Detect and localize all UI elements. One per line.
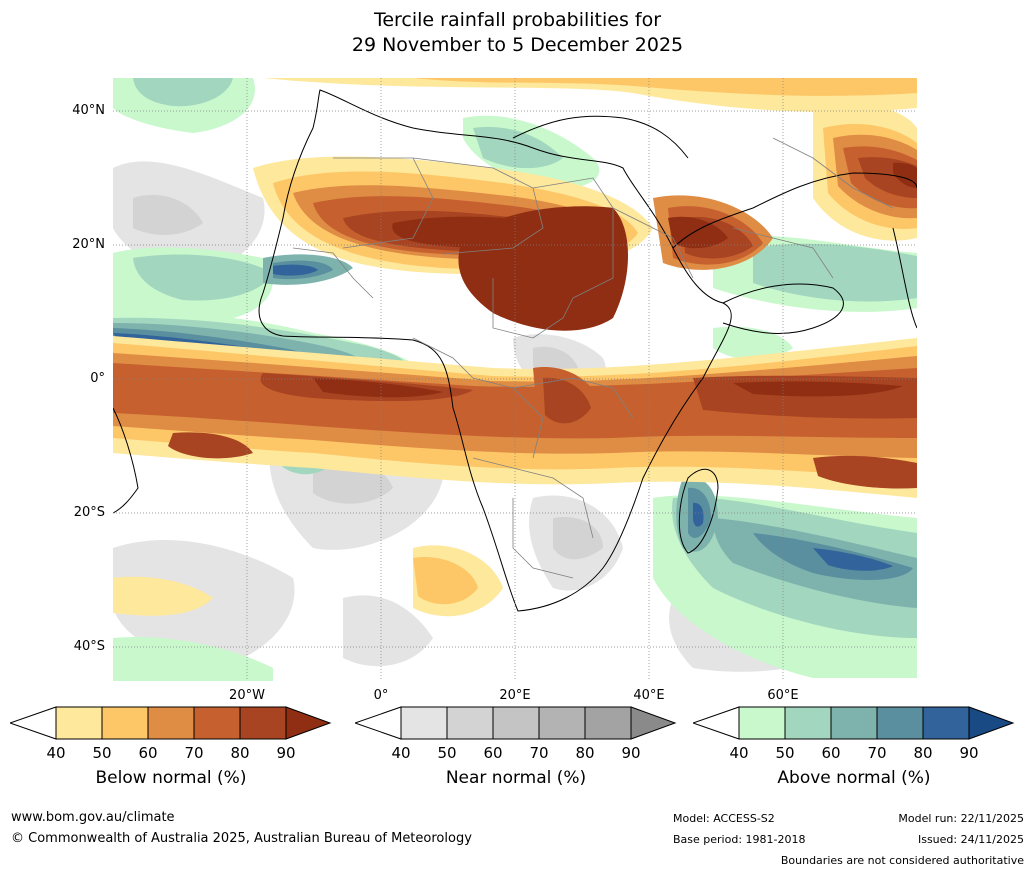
colorbar-near-segment-70 — [492, 706, 540, 740]
colorbar-above-segment-50 — [738, 706, 786, 740]
colorbar-below-lower-arrow — [10, 706, 57, 740]
footer-issued: Issued: 24/11/2025 — [917, 833, 1024, 846]
colorbar-above-segment-90 — [922, 706, 970, 740]
footer-model: Model: ACCESS-S2 — [673, 812, 775, 825]
tick: 50 — [775, 744, 795, 762]
lat-label-20n: 20°N — [72, 237, 105, 252]
colorbar-below-segment-60 — [101, 706, 149, 740]
tick: 80 — [230, 744, 250, 762]
footer-model-run: Model run: 22/11/2025 — [898, 812, 1024, 825]
colorbar-above-upper-arrow — [968, 706, 1015, 740]
tick: 90 — [621, 744, 641, 762]
below-normal-extreme — [313, 162, 917, 398]
colorbar-above-lower-arrow — [693, 706, 740, 740]
colorbar-below-upper-arrow — [285, 706, 332, 740]
tick: 80 — [575, 744, 595, 762]
rainfall-probability-map — [113, 78, 917, 681]
title-line-1: Tercile rainfall probabilities for — [373, 9, 662, 31]
tick: 50 — [92, 744, 112, 762]
footer-disclaimer: Boundaries are not considered authoritat… — [780, 854, 1024, 867]
colorbar-below-segment-70 — [147, 706, 195, 740]
lat-label-0: 0° — [90, 371, 105, 386]
coastlines — [113, 89, 917, 612]
title-line-2: 29 November to 5 December 2025 — [351, 34, 684, 56]
tick: 60 — [483, 744, 503, 762]
tick: 50 — [437, 744, 457, 762]
colorbar-below-normal — [10, 706, 332, 740]
lon-label-20w: 20°W — [229, 688, 265, 703]
tick: 90 — [959, 744, 979, 762]
footer-website: www.bom.gov.au/climate — [11, 810, 175, 825]
lon-label-40e: 40°E — [633, 688, 665, 703]
tick: 40 — [729, 744, 749, 762]
lat-label-40n: 40°N — [72, 103, 105, 118]
colorbar-near-segment-50 — [400, 706, 448, 740]
lon-label-60e: 60°E — [767, 688, 799, 703]
gridlines — [113, 78, 917, 681]
colorbar-above-segment-70 — [830, 706, 878, 740]
colorbar-below-label: Below normal (%) — [95, 768, 247, 788]
tick: 90 — [276, 744, 296, 762]
tick: 70 — [867, 744, 887, 762]
footer-base-period: Base period: 1981-2018 — [673, 833, 806, 846]
colorbar-above-label: Above normal (%) — [777, 768, 931, 788]
colorbar-near-normal — [355, 706, 677, 740]
colorbar-near-label: Near normal (%) — [445, 768, 587, 788]
tick: 70 — [184, 744, 204, 762]
country-borders — [292, 137, 894, 579]
tick: 40 — [391, 744, 411, 762]
map-title: Tercile rainfall probabilities for 29 No… — [0, 8, 1035, 58]
colorbar-above-segment-60 — [784, 706, 832, 740]
lon-label-0: 0° — [373, 688, 389, 703]
lat-label-20s: 20°S — [73, 505, 105, 520]
lon-label-20e: 20°E — [499, 688, 531, 703]
colorbar-near-segment-60 — [446, 706, 494, 740]
tick: 60 — [138, 744, 158, 762]
colorbar-near-lower-arrow — [355, 706, 402, 740]
tick: 40 — [46, 744, 66, 762]
colorbar-near-segment-80 — [538, 706, 586, 740]
colorbar-near-upper-arrow — [630, 706, 677, 740]
footer-copyright: © Commonwealth of Australia 2025, Austra… — [11, 831, 472, 846]
tick: 80 — [913, 744, 933, 762]
tick: 60 — [821, 744, 841, 762]
lat-label-40s: 40°S — [73, 639, 105, 654]
colorbar-below-segment-90 — [239, 706, 287, 740]
colorbar-below-segment-80 — [193, 706, 241, 740]
colorbar-above-normal — [693, 706, 1015, 740]
colorbar-above-segment-80 — [876, 706, 924, 740]
tick: 70 — [529, 744, 549, 762]
colorbar-below-segment-50 — [55, 706, 103, 740]
colorbar-near-segment-90 — [584, 706, 632, 740]
